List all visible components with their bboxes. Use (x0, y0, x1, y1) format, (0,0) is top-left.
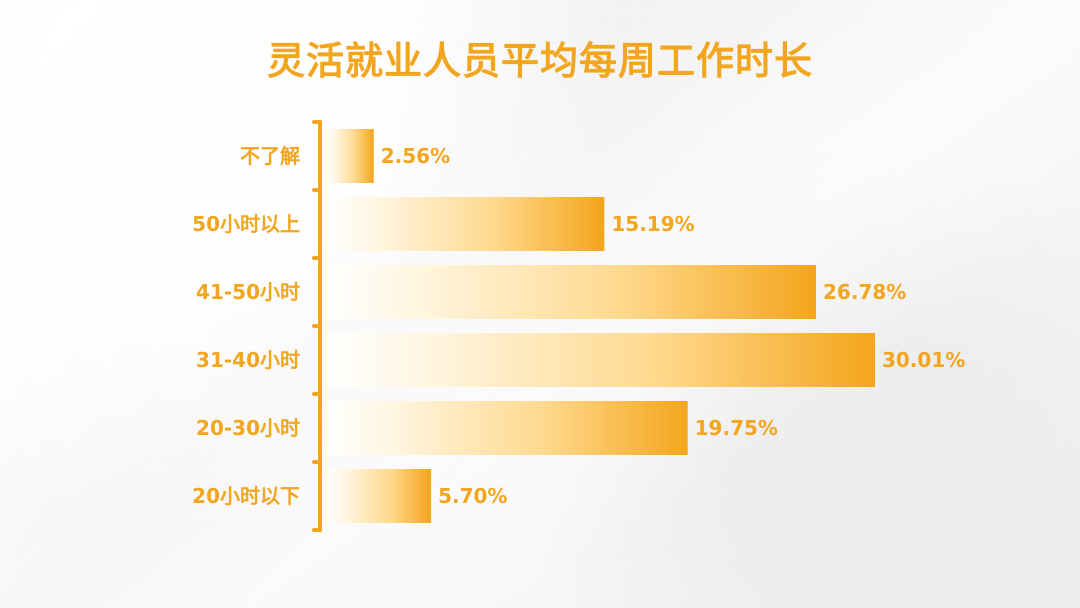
value-label: 2.56% (381, 144, 450, 168)
bar (327, 401, 688, 455)
category-label: 20小时以下 (192, 484, 300, 508)
bar (327, 265, 817, 319)
value-label: 19.75% (695, 416, 778, 440)
value-label: 26.78% (823, 280, 906, 304)
bar (327, 129, 374, 183)
value-label: 5.70% (438, 484, 507, 508)
bar (327, 333, 875, 387)
bars-layer (327, 129, 875, 523)
category-label: 41-50小时 (196, 280, 300, 304)
labels-layer: 不了解 2.56% 50小时以上 15.19% 41-50小时 26.78% 31-40小时… (192, 144, 965, 508)
category-label: 31-40小时 (196, 348, 300, 372)
bar (327, 197, 605, 251)
chart-title: 灵活就业人员平均每周工作时长 (266, 39, 813, 83)
bar (327, 469, 432, 523)
value-label: 30.01% (882, 348, 965, 372)
value-label: 15.19% (611, 212, 694, 236)
category-axis (312, 120, 322, 532)
category-label: 20-30小时 (196, 416, 300, 440)
category-label: 不了解 (240, 144, 300, 168)
category-label: 50小时以上 (192, 212, 300, 236)
